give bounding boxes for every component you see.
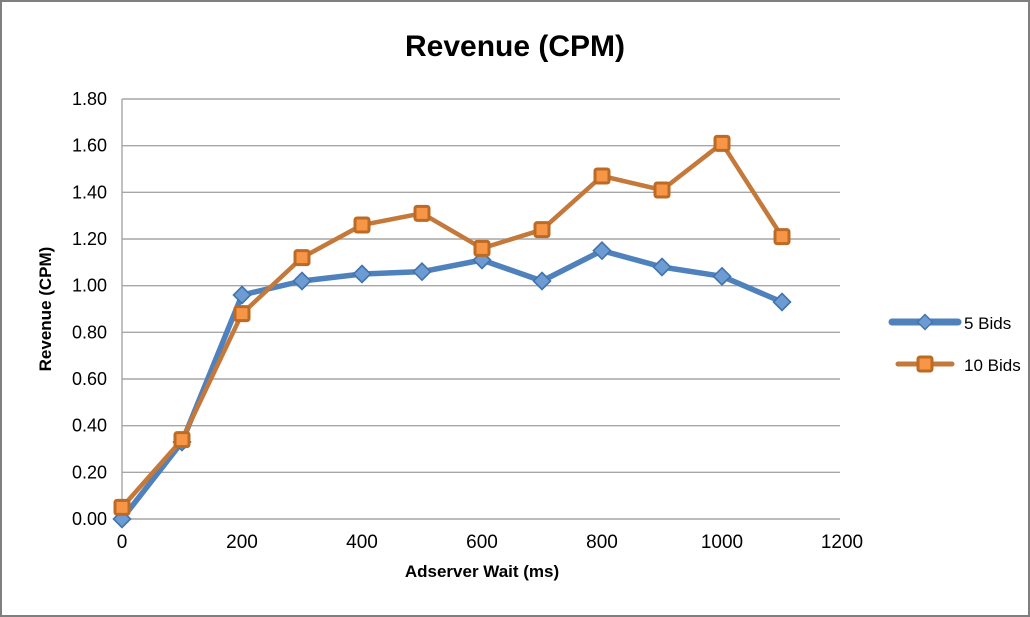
x-tick-label: 1200	[821, 532, 863, 553]
series-line-5-bids	[119, 247, 785, 522]
y-tick-label: 0.80	[72, 322, 107, 342]
data-point-diamond	[772, 292, 792, 312]
data-point-square	[353, 216, 371, 234]
y-tick-label: 0.60	[72, 369, 107, 389]
x-tick-label: 600	[466, 532, 498, 553]
x-tick-label: 800	[586, 532, 618, 553]
data-point-square	[773, 228, 791, 246]
data-point-square	[533, 221, 551, 239]
legend-label-10-bids: 10 Bids	[964, 356, 1021, 375]
y-tick-label: 1.20	[72, 229, 107, 249]
data-point-diamond	[532, 271, 552, 291]
y-tick-label: 1.40	[72, 182, 107, 202]
x-tick-label: 200	[226, 532, 258, 553]
data-point-square	[173, 431, 191, 449]
data-point-diamond	[412, 262, 432, 282]
y-axis-title: Revenue (CPM)	[36, 246, 55, 372]
y-tick-label: 1.00	[72, 276, 107, 296]
legend-swatch-svg	[895, 355, 955, 372]
legend-swatch-svg	[888, 313, 962, 330]
data-point-diamond	[592, 241, 612, 261]
y-tick-label: 1.80	[72, 89, 107, 109]
y-tick-label: 0.40	[72, 416, 107, 436]
x-tick-label: 1000	[701, 532, 743, 553]
x-tick-label: 400	[346, 532, 378, 553]
legend-item-10-bids: 10 Bids	[888, 352, 1021, 380]
data-point-square	[653, 181, 671, 199]
legend-item-5-bids: 5 Bids	[888, 310, 1011, 338]
data-point-square	[713, 134, 731, 152]
data-point-diamond	[292, 271, 312, 291]
data-point-diamond	[352, 264, 372, 284]
data-point-diamond	[232, 285, 252, 305]
data-point-square	[113, 498, 131, 516]
data-point-square	[413, 204, 431, 222]
data-point-square	[473, 239, 491, 257]
data-point-diamond	[712, 266, 732, 286]
x-axis-title: Adserver Wait (ms)	[404, 562, 560, 581]
legend-label-5-bids: 5 Bids	[964, 314, 1012, 333]
legend-marker-10-bids	[888, 352, 962, 381]
y-tick-label: 1.60	[72, 136, 107, 156]
series-line-10-bids	[119, 141, 785, 510]
y-tick-label: 0.00	[72, 509, 107, 529]
data-point-diamond	[652, 257, 672, 277]
y-tick-label: 0.20	[72, 462, 107, 482]
x-tick-label: 0	[117, 532, 128, 553]
legend-marker-5-bids	[888, 310, 962, 339]
data-point-square	[293, 249, 311, 267]
data-point-square	[233, 305, 251, 323]
data-point-square	[593, 167, 611, 185]
chart-title: Revenue (CPM)	[404, 30, 626, 63]
